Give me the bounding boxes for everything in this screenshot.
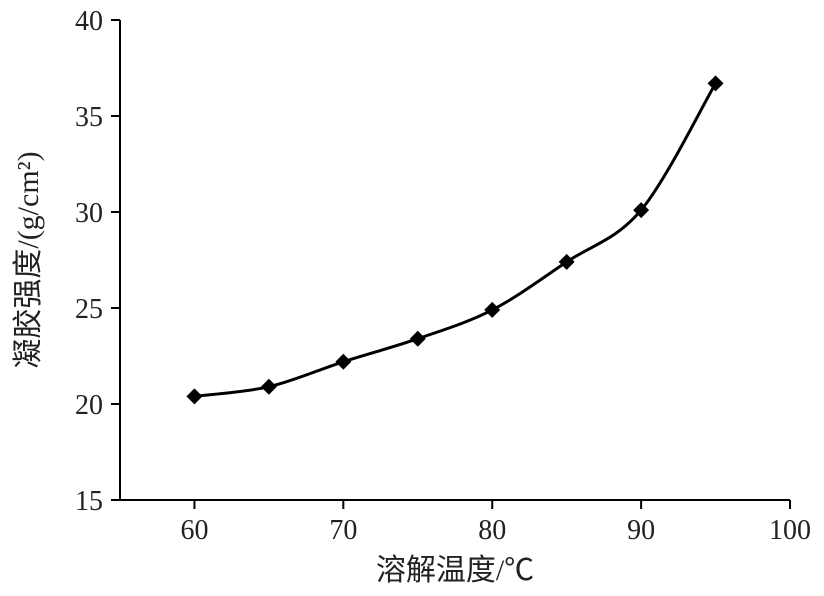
chart-container: 60 70 80 90 100 15 20 25 30 35 40 溶解温度/℃ 凝胶强度/(g/cm²… <box>0 0 824 596</box>
y-tick-label: 30 <box>75 198 103 229</box>
x-tick-label: 70 <box>329 515 357 546</box>
data-line <box>194 83 715 396</box>
data-marker <box>484 302 500 318</box>
y-tick-label: 20 <box>75 390 103 421</box>
x-tick-label: 60 <box>180 515 208 546</box>
y-axis-label: 凝胶强度/(g/cm²) <box>12 151 45 368</box>
x-axis-label: 溶解温度/℃ <box>376 554 534 587</box>
y-tick-label: 40 <box>75 6 103 37</box>
data-marker <box>261 379 277 395</box>
x-tick-label: 100 <box>769 515 811 546</box>
data-marker <box>335 354 351 370</box>
x-tick-label: 80 <box>478 515 506 546</box>
data-marker <box>186 388 202 404</box>
y-tick-label: 25 <box>75 294 103 325</box>
data-marker <box>708 75 724 91</box>
y-tick-label: 35 <box>75 102 103 133</box>
y-tick-label: 15 <box>75 486 103 517</box>
data-marker <box>410 331 426 347</box>
x-tick-label: 90 <box>627 515 655 546</box>
chart-svg: 60 70 80 90 100 15 20 25 30 35 40 溶解温度/℃ 凝胶强度/(g/cm²… <box>0 0 824 596</box>
